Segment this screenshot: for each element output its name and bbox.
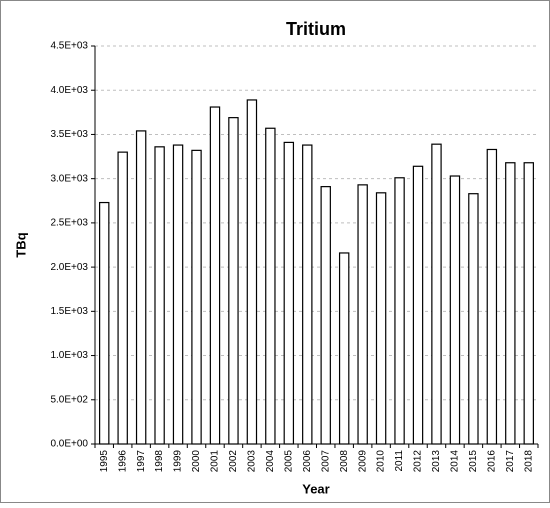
x-tick-label: 2011 xyxy=(394,450,405,472)
x-tick-label: 1995 xyxy=(99,450,110,473)
bar xyxy=(431,143,442,445)
x-tick-label: 2018 xyxy=(523,450,534,473)
x-tick-label: 2013 xyxy=(431,450,442,473)
y-tick-label: 4.0E+03 xyxy=(50,85,88,96)
bar xyxy=(449,175,461,445)
bar xyxy=(154,146,165,445)
y-tick-label: 0.0E+00 xyxy=(50,439,88,450)
bar xyxy=(505,162,516,445)
bar xyxy=(228,117,239,445)
y-tick-label: 3.5E+03 xyxy=(50,129,88,140)
x-tick-label: 2010 xyxy=(376,450,387,473)
bar xyxy=(375,192,387,445)
x-tick-label: 2007 xyxy=(320,450,331,473)
x-tick-label: 1996 xyxy=(117,450,128,473)
x-tick-label: 1999 xyxy=(173,450,184,473)
bar xyxy=(486,148,498,445)
bar xyxy=(320,186,331,445)
x-tick-label: 2001 xyxy=(210,450,221,473)
x-tick-label: 2016 xyxy=(486,450,497,473)
x-tick-label: 1997 xyxy=(136,450,147,473)
y-tick-label: 2.5E+03 xyxy=(50,218,88,229)
bar xyxy=(191,149,202,445)
y-tick-label: 1.0E+03 xyxy=(50,350,88,361)
y-tick-label: 1.5E+03 xyxy=(50,306,88,317)
x-tick-label: 2009 xyxy=(357,450,368,473)
x-tick-label: 2014 xyxy=(450,450,461,473)
y-tick-label: 4.5E+03 xyxy=(50,41,88,52)
x-tick-label: 2006 xyxy=(302,450,313,473)
bar xyxy=(172,144,184,445)
bar xyxy=(117,151,128,445)
x-tick-label: 2005 xyxy=(283,450,294,473)
bar xyxy=(523,162,534,445)
x-tick-label: 2008 xyxy=(339,450,350,473)
y-axis-label: TBq xyxy=(13,232,28,257)
y-tick-label: 2.0E+03 xyxy=(50,262,88,273)
bar xyxy=(468,193,479,445)
x-tick-label: 1998 xyxy=(154,450,165,473)
x-axis-label: Year xyxy=(302,481,329,496)
bar xyxy=(135,130,147,445)
chart-title: Tritium xyxy=(286,19,346,39)
bar xyxy=(99,201,110,445)
x-tick-label: 2004 xyxy=(265,450,276,473)
bar xyxy=(209,106,221,445)
bar xyxy=(394,177,405,445)
x-tick-label: 2012 xyxy=(413,450,424,473)
x-tick-label: 2003 xyxy=(247,450,258,473)
bar xyxy=(265,127,276,445)
x-tick-label: 2000 xyxy=(191,450,202,473)
bar xyxy=(338,252,350,445)
bar xyxy=(302,144,313,445)
bar xyxy=(283,141,295,445)
x-tick-label: 2017 xyxy=(505,450,516,473)
x-tick-label: 2002 xyxy=(228,450,239,473)
x-tick-label: 2015 xyxy=(468,450,479,473)
bar xyxy=(412,165,424,445)
y-tick-label: 3.0E+03 xyxy=(50,173,88,184)
bar xyxy=(246,99,258,445)
bar xyxy=(357,184,368,445)
y-tick-label: 5.0E+02 xyxy=(50,394,88,405)
